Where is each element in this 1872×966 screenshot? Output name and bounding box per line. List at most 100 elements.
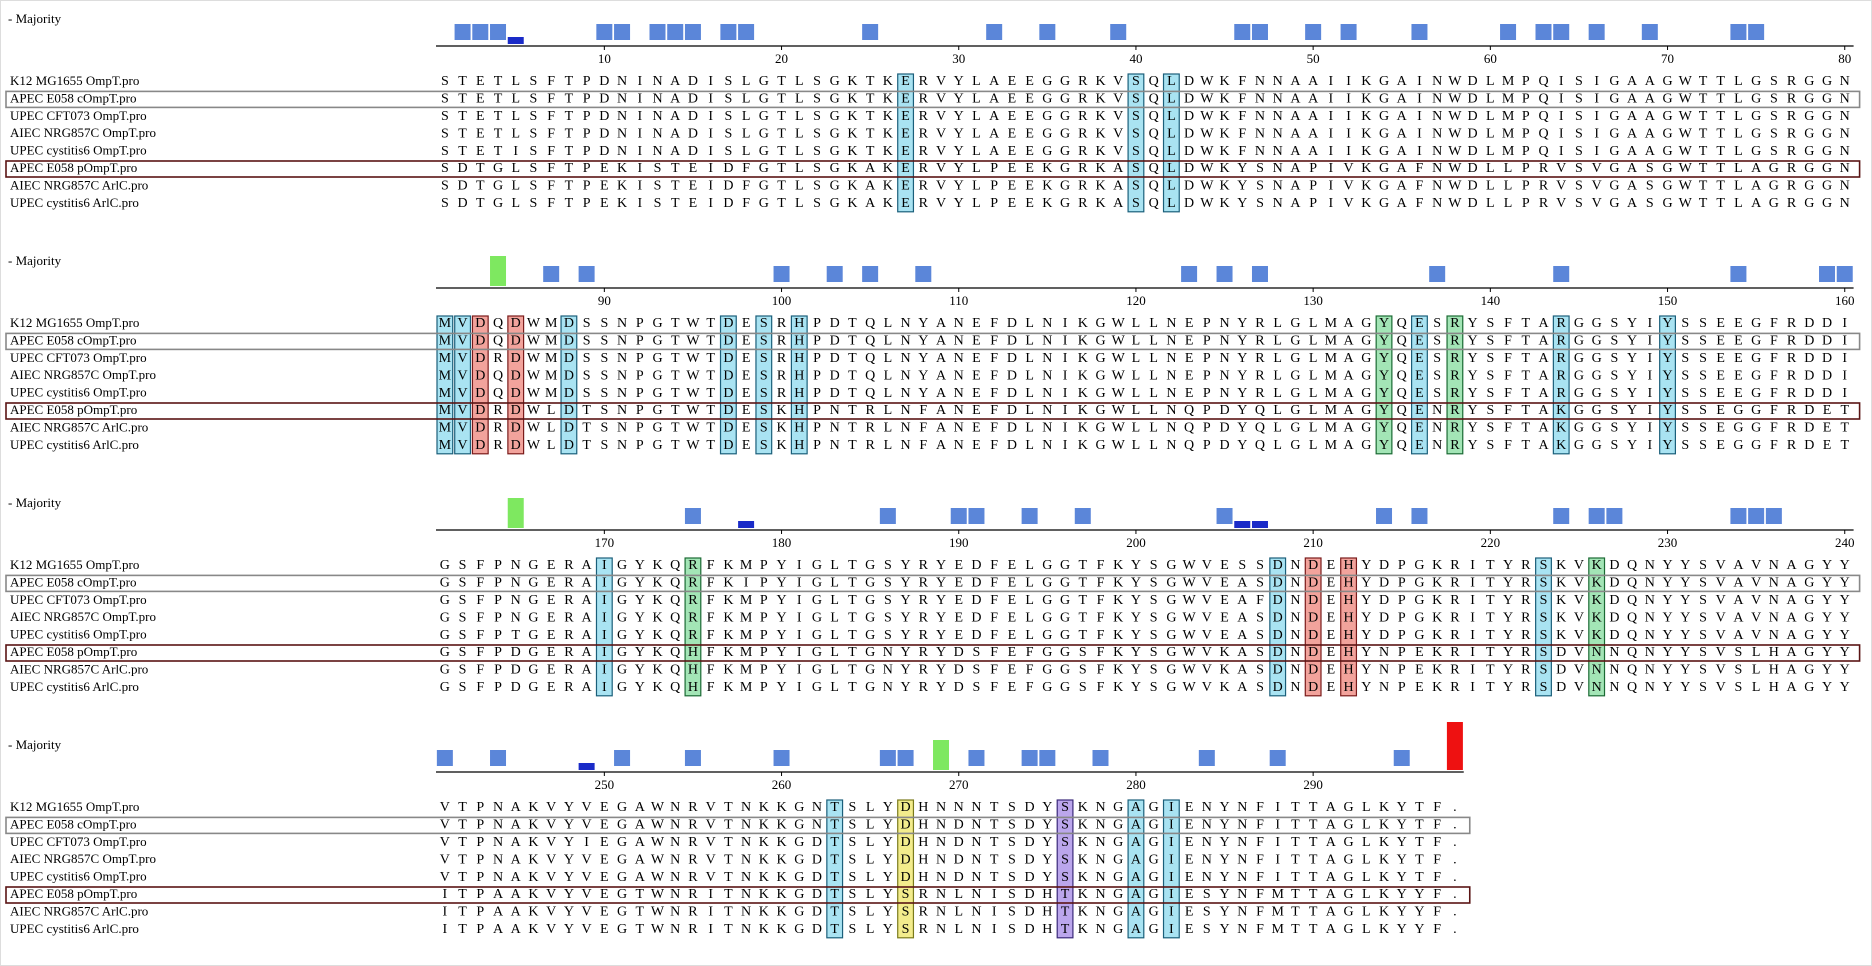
sequence-name: APEC E058 cOmpT.pro bbox=[10, 332, 137, 347]
row-outline bbox=[5, 332, 1861, 351]
row-outline bbox=[5, 402, 1861, 420]
majority-glyph bbox=[1039, 24, 1056, 40]
sequence-name: K12 MG1655 OmpT.pro bbox=[10, 73, 139, 88]
ruler-label: 170 bbox=[595, 535, 615, 550]
majority-glyph bbox=[1730, 508, 1747, 524]
majority-label: - Majority bbox=[8, 11, 62, 26]
majority-glyph bbox=[738, 521, 755, 528]
majority-glyph bbox=[1588, 24, 1605, 40]
majority-glyph bbox=[1836, 266, 1853, 282]
sequence-name: UPEC cystitis6 ArlC.pro bbox=[10, 921, 139, 936]
majority-glyph bbox=[454, 24, 471, 40]
majority-glyph bbox=[614, 24, 631, 40]
ruler-label: 230 bbox=[1658, 535, 1678, 550]
majority-glyph bbox=[897, 750, 914, 766]
ruler-label: 10 bbox=[598, 51, 611, 66]
sequence-name: UPEC CFT073 OmpT.pro bbox=[10, 592, 147, 607]
ruler-label: 150 bbox=[1658, 293, 1678, 308]
sequence-name: UPEC cystitis6 ArlC.pro bbox=[10, 679, 139, 694]
ruler-label: 130 bbox=[1303, 293, 1323, 308]
majority-glyph bbox=[1588, 508, 1605, 524]
majority-glyph bbox=[1269, 750, 1286, 766]
ruler-label: 20 bbox=[775, 51, 788, 66]
majority-glyph bbox=[1411, 24, 1428, 40]
sequence-name: AIEC NRG857C OmpT.pro bbox=[10, 851, 156, 866]
majority-glyph bbox=[1730, 266, 1747, 282]
majority-glyph bbox=[507, 498, 524, 528]
sequence-name: APEC E058 cOmpT.pro bbox=[10, 90, 137, 105]
sequence-name: K12 MG1655 OmpT.pro bbox=[10, 315, 139, 330]
majority-glyph bbox=[1074, 508, 1091, 524]
majority-glyph bbox=[1234, 521, 1251, 528]
sequence-name: APEC E058 pOmpT.pro bbox=[10, 402, 137, 417]
sequence-name: APEC E058 pOmpT.pro bbox=[10, 160, 137, 175]
majority-glyph bbox=[933, 740, 950, 770]
sequence-name: APEC E058 pOmpT.pro bbox=[10, 886, 137, 901]
majority-glyph bbox=[1641, 24, 1658, 40]
majority-glyph bbox=[667, 24, 684, 40]
majority-glyph bbox=[1340, 24, 1357, 40]
ruler-label: 200 bbox=[1126, 535, 1146, 550]
sequence-name: UPEC CFT073 OmpT.pro bbox=[10, 108, 147, 123]
majority-glyph bbox=[578, 266, 595, 282]
majority-glyph bbox=[472, 24, 489, 40]
ruler-label: 40 bbox=[1129, 51, 1142, 66]
majority-glyph bbox=[1553, 508, 1570, 524]
majority-glyph bbox=[1092, 750, 1109, 766]
ruler-label: 220 bbox=[1481, 535, 1501, 550]
majority-glyph bbox=[738, 24, 755, 40]
majority-glyph bbox=[1181, 266, 1198, 282]
sequence-name: UPEC cystitis6 ArlC.pro bbox=[10, 195, 139, 210]
majority-glyph bbox=[684, 750, 701, 766]
majority-label: - Majority bbox=[8, 495, 62, 510]
majority-glyph bbox=[1393, 750, 1410, 766]
ruler-label: 110 bbox=[949, 293, 968, 308]
ruler-label: 160 bbox=[1835, 293, 1855, 308]
majority-glyph bbox=[684, 24, 701, 40]
ruler-label: 290 bbox=[1303, 777, 1323, 792]
sequence-name: UPEC CFT073 OmpT.pro bbox=[10, 834, 147, 849]
majority-glyph bbox=[915, 266, 932, 282]
ruler-label: 180 bbox=[772, 535, 792, 550]
ruler-label: 260 bbox=[772, 777, 792, 792]
majority-label: - Majority bbox=[8, 253, 62, 268]
majority-glyph bbox=[1411, 508, 1428, 524]
sequence-name: AIEC NRG857C ArlC.pro bbox=[10, 661, 148, 676]
ruler-label: 240 bbox=[1835, 535, 1855, 550]
majority-glyph bbox=[1251, 521, 1268, 528]
majority-label: - Majority bbox=[8, 737, 62, 752]
majority-glyph bbox=[1765, 508, 1782, 524]
majority-glyph bbox=[879, 508, 896, 524]
majority-glyph bbox=[614, 750, 631, 766]
ruler-label: 120 bbox=[1126, 293, 1146, 308]
majority-glyph bbox=[1021, 750, 1038, 766]
sequence-name: K12 MG1655 OmpT.pro bbox=[10, 799, 139, 814]
row-outline bbox=[5, 90, 1861, 109]
majority-glyph bbox=[968, 508, 985, 524]
sequence-name: APEC E058 cOmpT.pro bbox=[10, 574, 137, 589]
row-outline bbox=[5, 886, 1471, 904]
ruler-label: 210 bbox=[1303, 535, 1323, 550]
majority-glyph bbox=[1216, 508, 1233, 524]
majority-glyph bbox=[1021, 508, 1038, 524]
ruler-label: 30 bbox=[952, 51, 965, 66]
majority-glyph bbox=[986, 24, 1003, 40]
majority-glyph bbox=[684, 508, 701, 524]
majority-glyph bbox=[1429, 266, 1446, 282]
ruler-label: 100 bbox=[772, 293, 792, 308]
row-outline bbox=[5, 574, 1861, 593]
sequence-name: AIEC NRG857C ArlC.pro bbox=[10, 177, 148, 192]
majority-glyph bbox=[862, 266, 879, 282]
majority-glyph bbox=[1553, 24, 1570, 40]
majority-glyph bbox=[1376, 508, 1393, 524]
majority-glyph bbox=[543, 266, 560, 282]
majority-glyph bbox=[773, 266, 790, 282]
sequence-name: UPEC cystitis6 OmpT.pro bbox=[10, 385, 147, 400]
ruler-label: 280 bbox=[1126, 777, 1146, 792]
majority-glyph bbox=[1553, 266, 1570, 282]
majority-glyph bbox=[879, 750, 896, 766]
majority-glyph bbox=[720, 24, 737, 40]
row-outline bbox=[5, 816, 1471, 835]
ruler-label: 90 bbox=[598, 293, 611, 308]
